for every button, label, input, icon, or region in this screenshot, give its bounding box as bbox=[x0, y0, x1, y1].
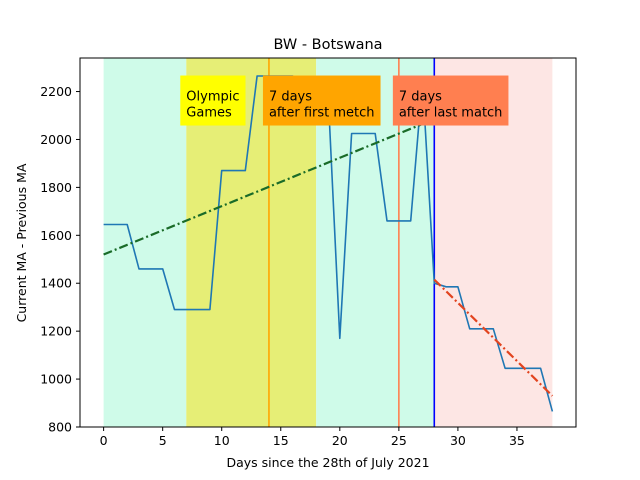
y-tick-label: 1600 bbox=[40, 228, 72, 243]
chart-title: BW - Botswana bbox=[273, 37, 382, 53]
shaded-region-0 bbox=[103, 58, 187, 427]
trend-line-2 bbox=[433, 278, 554, 397]
annotation-box bbox=[262, 75, 381, 126]
y-tick-label: 1400 bbox=[40, 276, 72, 291]
y-tick-label: 2200 bbox=[40, 84, 72, 99]
x-tick-label: 15 bbox=[273, 433, 289, 448]
annotation-line-2: after first metch bbox=[269, 106, 375, 121]
annotation-line-1: Olympic bbox=[186, 90, 239, 105]
x-tick-label: 20 bbox=[332, 433, 348, 448]
x-axis-label: Days since the 28th of July 2021 bbox=[226, 455, 429, 470]
x-tick-label: 25 bbox=[391, 433, 407, 448]
y-axis-label: Current MA - Previous MA bbox=[14, 163, 29, 322]
annotation-line-1: 7 days bbox=[399, 90, 442, 105]
annotation-box bbox=[392, 75, 509, 126]
annotation-box bbox=[180, 75, 246, 126]
y-tick-label: 2000 bbox=[40, 132, 72, 147]
x-tick-label: 30 bbox=[450, 433, 466, 448]
plot-frame bbox=[79, 57, 577, 428]
x-tick-label: 10 bbox=[214, 433, 230, 448]
y-tick-label: 1200 bbox=[40, 324, 72, 339]
annotation-line-1: 7 days bbox=[269, 90, 312, 105]
x-tick-label: 35 bbox=[509, 433, 525, 448]
y-tick-label: 800 bbox=[48, 420, 72, 435]
x-tick-label: 5 bbox=[159, 433, 167, 448]
y-axis-ticks: 800 1000 1200 1400 1600 1800 2000 2200 bbox=[40, 84, 80, 435]
y-tick-label: 1800 bbox=[40, 180, 72, 195]
annotation-line-2: after last match bbox=[399, 106, 503, 121]
trend-line-1 bbox=[103, 118, 435, 256]
annotation-line-2: Games bbox=[186, 106, 232, 121]
y-tick-label: 1000 bbox=[40, 372, 72, 387]
x-tick-label: 0 bbox=[100, 433, 108, 448]
x-axis-ticks: 0 5 10 15 20 25 30 35 bbox=[100, 427, 525, 448]
